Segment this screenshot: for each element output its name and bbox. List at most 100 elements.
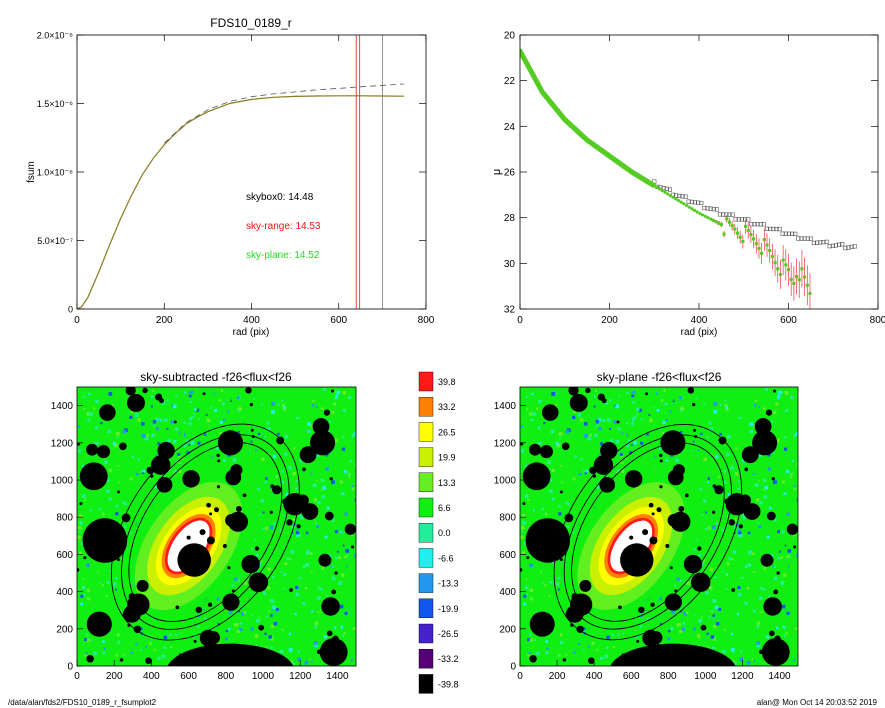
sky-plane-masked-source <box>636 639 640 643</box>
sky-plane-noise-pixel <box>549 436 552 439</box>
sky-subtracted-noise-pixel <box>282 403 286 407</box>
sky-subtracted-noise-pixel <box>323 388 326 391</box>
profile-green-point <box>652 184 656 188</box>
sky-subtracted-noise-pixel <box>229 399 231 402</box>
sky-plane-masked-source <box>669 566 673 570</box>
sky-subtracted-noise-pixel <box>315 405 318 408</box>
sky-plane-masked-star <box>752 430 778 456</box>
sky-subtracted-noise-pixel <box>222 418 226 422</box>
sky-plane-noise-pixel <box>796 462 798 467</box>
sky-plane-noise-pixel <box>548 496 552 500</box>
sky-plane-noise-pixel <box>557 588 560 591</box>
sky-plane-noise-pixel <box>732 660 735 663</box>
sky-subtracted-noise-pixel <box>345 549 350 553</box>
sky-subtracted-noise-pixel <box>124 661 127 664</box>
sky-plane-noise-pixel <box>543 421 546 425</box>
sky-plane-noise-pixel <box>573 464 576 467</box>
sky-subtracted-noise-pixel <box>269 525 274 530</box>
sky-plane-noise-pixel <box>558 577 561 580</box>
sky-plane-noise-pixel <box>606 418 611 422</box>
sky-subtracted-noise-pixel <box>262 511 265 514</box>
sky-plane-noise-pixel <box>615 404 620 409</box>
sky-subtracted-ytick-label: 400 <box>56 587 73 598</box>
profile-green-point <box>792 281 796 286</box>
sky-subtracted-noise-pixel <box>131 455 135 458</box>
sky-plane-noise-pixel <box>684 410 688 414</box>
sky-subtracted-noise-pixel <box>166 399 169 402</box>
sky-plane-noise-pixel <box>796 662 798 665</box>
sky-subtracted-noise-pixel <box>331 518 335 522</box>
sky-subtracted-noise-pixel <box>279 496 283 499</box>
profile-gray-point <box>774 226 779 232</box>
sky-plane-ytick-label: 1400 <box>494 401 517 412</box>
sky-subtracted-noise-pixel <box>101 583 104 587</box>
sky-plane-masked-source <box>714 485 724 495</box>
sky-plane-masked-source <box>539 445 553 459</box>
sky-subtracted-noise-pixel <box>237 402 241 407</box>
sky-subtracted-noise-pixel <box>339 517 343 521</box>
sky-plane-noise-pixel <box>766 392 770 397</box>
profile-gray-point <box>755 222 760 227</box>
sky-subtracted-noise-pixel <box>86 588 91 592</box>
sky-subtracted-noise-pixel <box>131 623 135 627</box>
sky-subtracted-noise-pixel <box>191 432 194 436</box>
sky-plane-noise-pixel <box>522 521 526 525</box>
sky-plane-noise-pixel <box>722 649 726 654</box>
sky-subtracted-noise-pixel <box>150 395 154 398</box>
sky-plane-noise-pixel <box>629 451 632 455</box>
profile-gray-point <box>724 212 729 217</box>
sky-plane-noise-pixel <box>559 633 563 637</box>
sky-subtracted-noise-pixel <box>87 509 90 512</box>
sky-plane-noise-pixel <box>792 533 796 537</box>
colorbar-swatch <box>418 548 434 568</box>
sky-subtracted-noise-pixel <box>326 595 329 597</box>
sky-subtracted-noise-pixel <box>339 530 343 534</box>
sky-plane-masked-source <box>687 387 695 394</box>
sky-subtracted-noise-pixel <box>273 522 277 526</box>
sky-subtracted-noise-pixel <box>255 404 258 407</box>
sky-subtracted-noise-pixel <box>77 449 82 453</box>
sky-subtracted-masked-source <box>242 493 247 498</box>
sky-subtracted-noise-pixel <box>267 552 271 557</box>
sky-plane-masked-source <box>760 553 774 567</box>
sky-subtracted-noise-pixel <box>345 565 348 568</box>
sky-subtracted-noise-pixel <box>101 665 106 666</box>
sky-plane-noise-pixel <box>640 441 644 445</box>
sky-subtracted-noise-pixel <box>288 648 293 652</box>
sky-plane-noise-pixel <box>600 653 605 657</box>
sky-plane-noise-pixel <box>652 406 655 409</box>
profile-green-point <box>655 185 659 189</box>
sky-subtracted-noise-pixel <box>317 500 321 505</box>
profile-gray-point <box>742 217 748 222</box>
colorbar-swatch <box>418 397 434 417</box>
sky-subtracted-noise-pixel <box>112 404 115 407</box>
sky-plane-noise-pixel <box>763 495 768 499</box>
sky-subtracted-noise-pixel <box>342 409 346 413</box>
sky-plane-noise-pixel <box>524 585 529 590</box>
sky-subtracted-masked-source <box>326 630 333 637</box>
sky-subtracted-noise-pixel <box>105 496 109 500</box>
sky-plane-masked-source <box>562 658 567 662</box>
profile-green-point <box>741 239 745 244</box>
sky-subtracted-noise-pixel <box>314 640 318 645</box>
sky-subtracted-masked-source <box>321 597 340 616</box>
sky-subtracted-noise-pixel <box>91 430 96 435</box>
sky-subtracted-noise-pixel <box>294 545 297 548</box>
sky-subtracted-noise-pixel <box>122 653 125 656</box>
sky-subtracted-masked-source <box>155 393 163 401</box>
profile-xtick-label: 800 <box>870 315 885 326</box>
sky-subtracted-noise-pixel <box>339 604 344 609</box>
sky-plane-noise-pixel <box>549 631 553 635</box>
sky-subtracted-masked-source <box>231 589 235 593</box>
sky-subtracted-noise-pixel <box>266 598 270 602</box>
sky-subtracted-noise-pixel <box>202 423 205 426</box>
sky-plane-noise-pixel <box>738 531 742 535</box>
sky-subtracted-noise-pixel <box>126 494 130 498</box>
sky-plane-noise-pixel <box>784 436 787 439</box>
profile-gray-point <box>811 240 817 246</box>
sky-plane-noise-pixel <box>782 625 786 629</box>
sky-subtracted-noise-pixel <box>284 452 288 456</box>
sky-subtracted-noise-pixel <box>350 533 354 537</box>
sky-plane-noise-pixel <box>584 471 588 475</box>
sky-plane-noise-pixel <box>587 407 590 410</box>
